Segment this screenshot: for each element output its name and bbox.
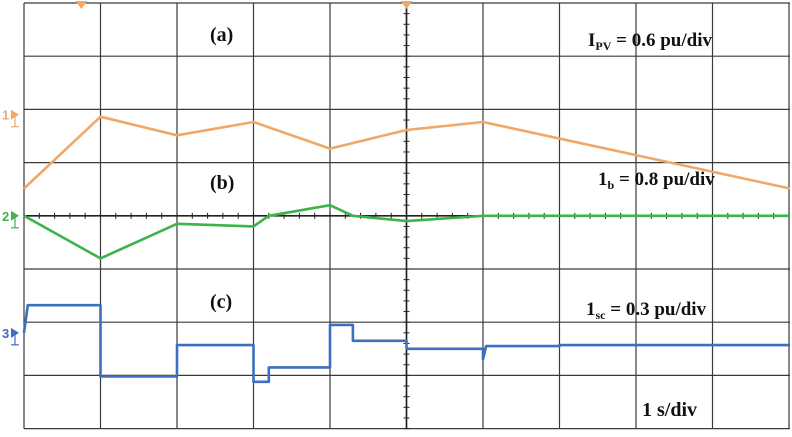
trace-3: [22, 303, 790, 384]
panel-label-b: (b): [210, 172, 234, 194]
time-scale-label: 1 s/div: [642, 399, 697, 421]
panel-label-a: (a): [210, 24, 233, 46]
channel-number: 2: [2, 209, 9, 224]
arrow-icon: [11, 327, 19, 338]
panel-label-c: (c): [210, 291, 232, 313]
trigger-marker-icon: [400, 1, 413, 9]
channel-marker-1: 1: [2, 108, 19, 128]
traces: [22, 115, 791, 384]
scale-label-ipv: IPV = 0.6 pu/div: [588, 30, 712, 53]
arrow-icon: [11, 109, 19, 120]
channel-number: 1: [2, 108, 9, 123]
channel-marker-2: 2: [2, 209, 19, 229]
trigger-marker-icon: [75, 1, 88, 9]
channel-markers: 1 2 3: [2, 108, 19, 346]
scale-label-ib: 1b = 0.8 pu/div: [598, 169, 715, 192]
trace-1: [23, 115, 791, 190]
scale-label-isc: 1sc = 0.3 pu/div: [586, 299, 707, 322]
channel-marker-3: 3: [2, 326, 19, 346]
channel-number: 3: [2, 326, 9, 341]
arrow-icon: [11, 210, 19, 221]
trace-2: [23, 203, 790, 260]
